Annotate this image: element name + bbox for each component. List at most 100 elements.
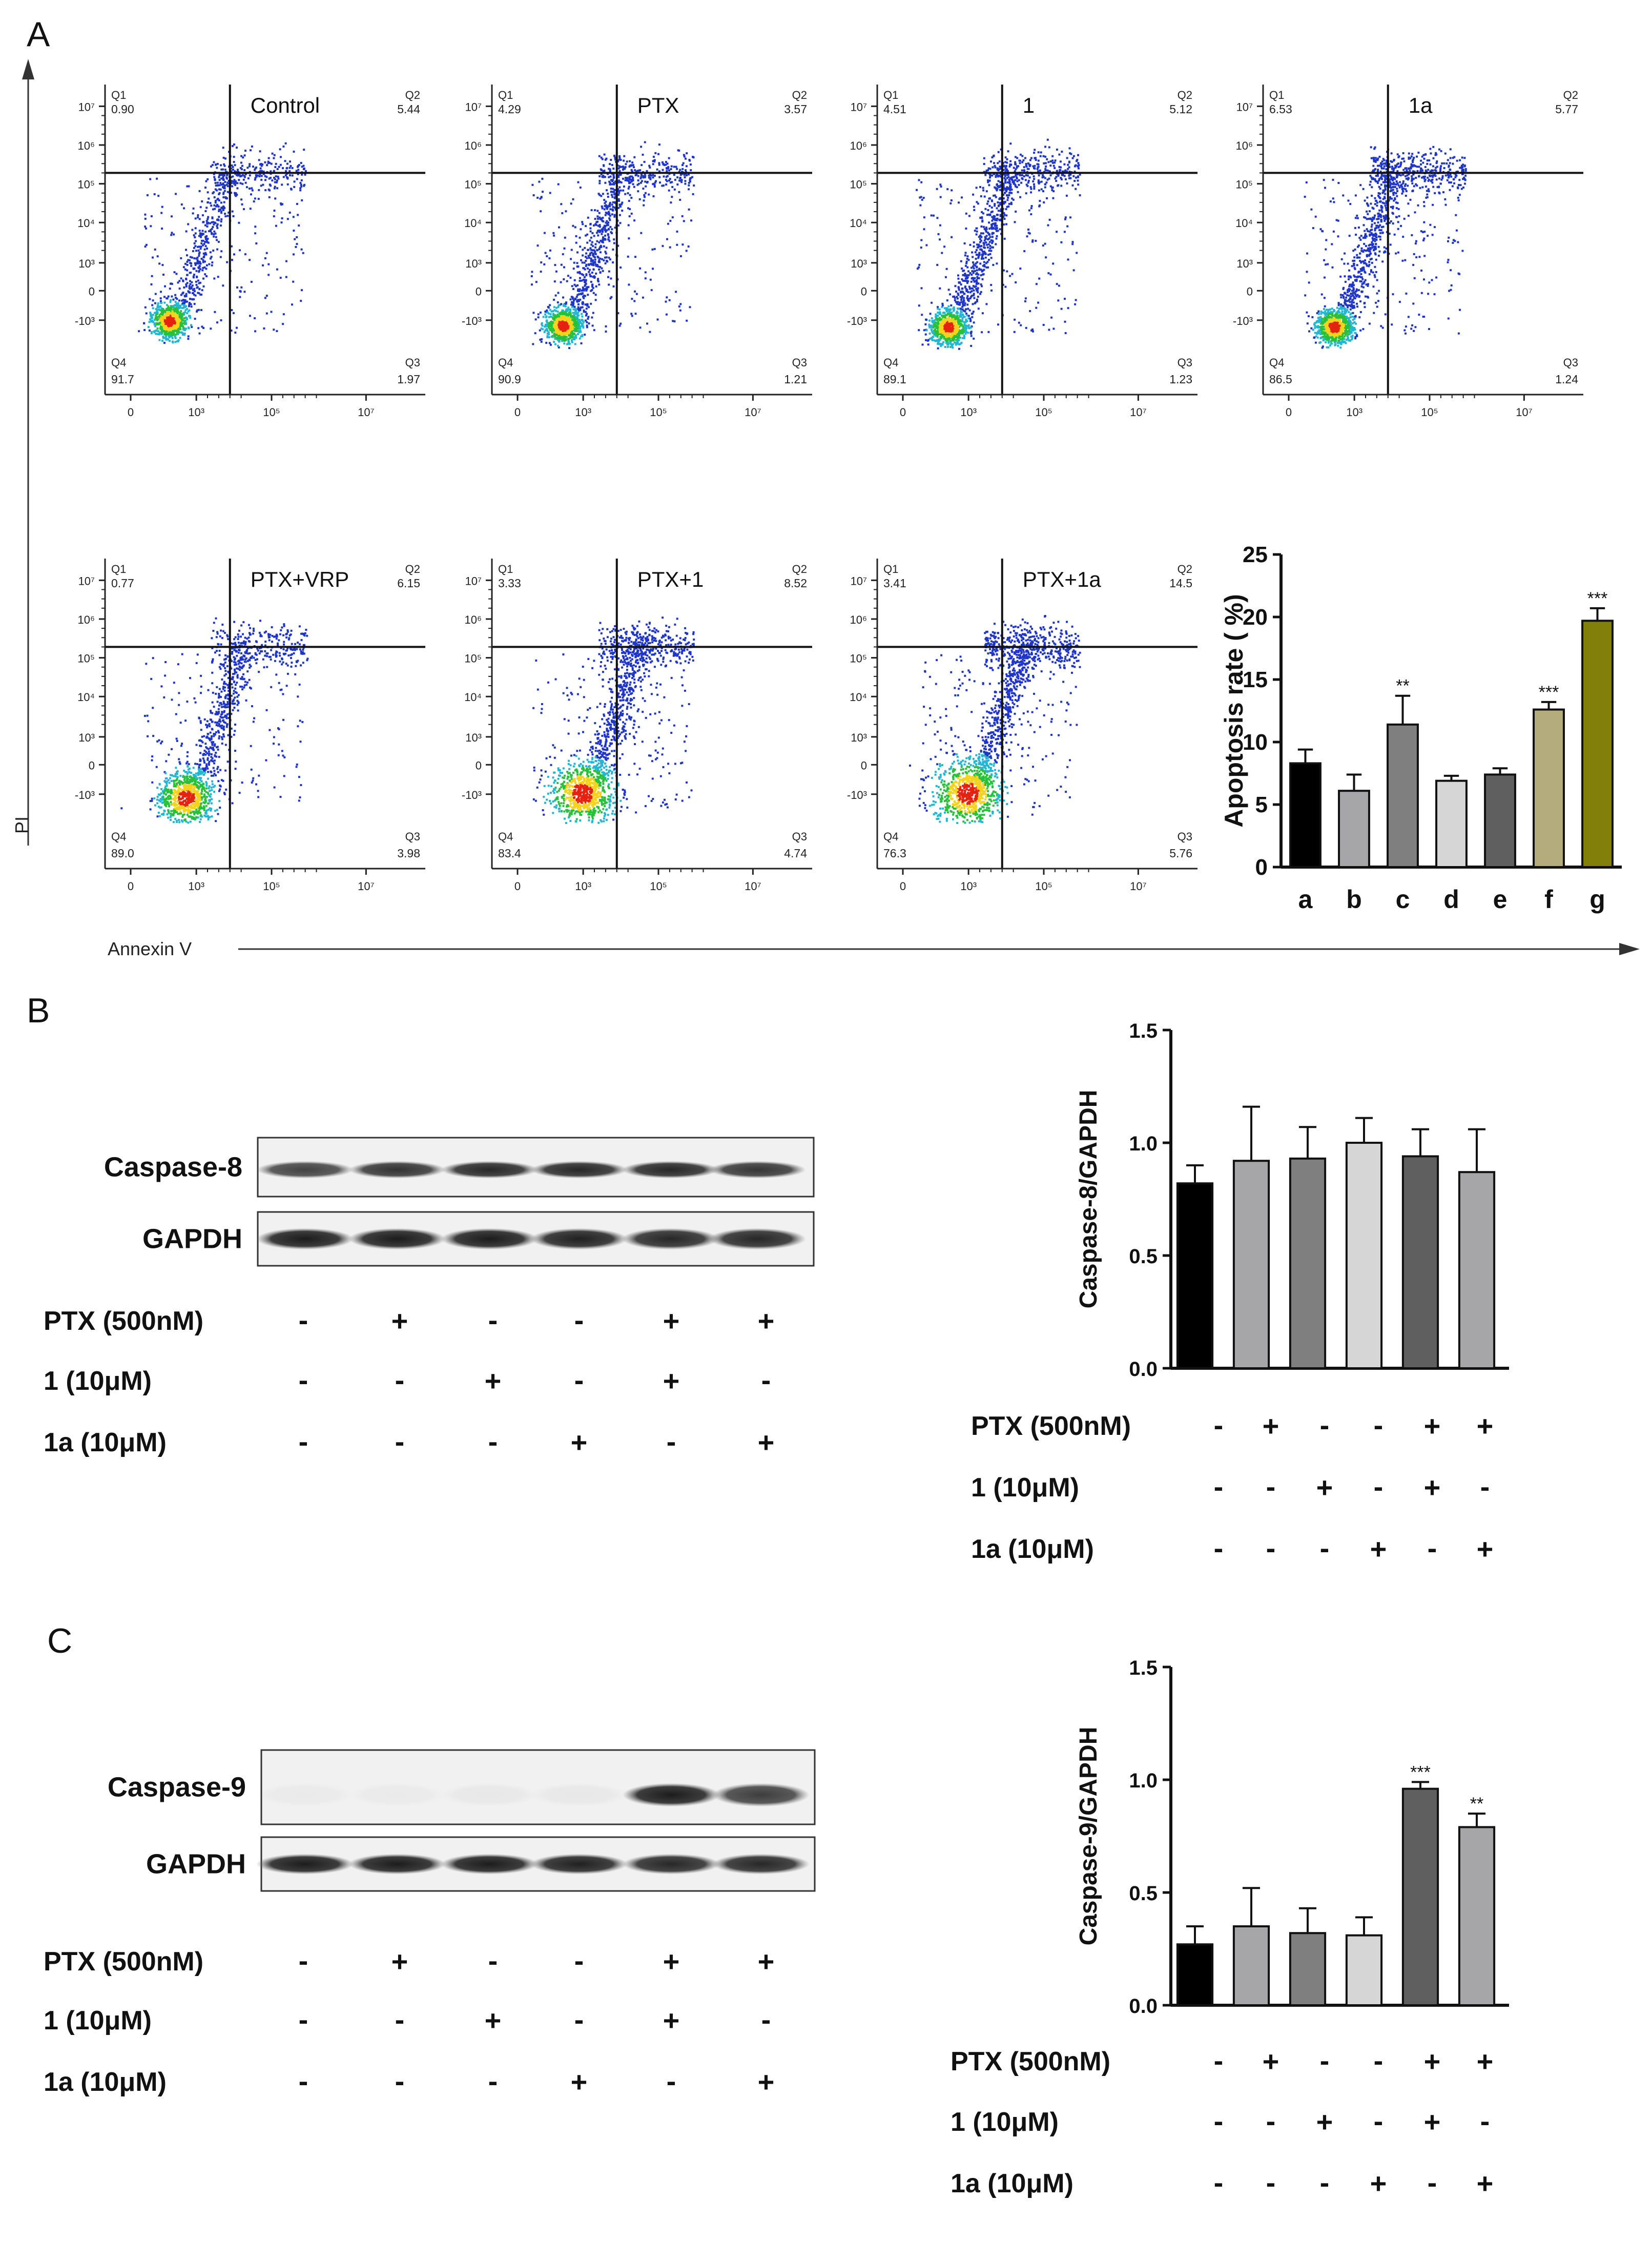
flow-dot [540, 271, 542, 273]
flow-dot [254, 178, 256, 181]
flow-dot [576, 262, 579, 264]
flow-dot [274, 166, 277, 168]
flow-dot [583, 261, 586, 264]
flow-scatter [138, 142, 307, 344]
flow-dot [940, 345, 942, 347]
flow-dot [956, 315, 959, 317]
flow-dot [947, 335, 949, 338]
flow-dot [997, 210, 1000, 212]
flow-dot [598, 259, 601, 261]
flow-dot [228, 211, 230, 214]
flow-dot [609, 219, 611, 221]
flow-dot [195, 280, 197, 283]
flow-dot [580, 228, 582, 231]
flow-dot [183, 207, 185, 210]
flow-dot [637, 190, 639, 193]
flow-dot [948, 320, 951, 323]
flow-dot [205, 268, 208, 270]
flow-dot [243, 169, 246, 171]
flow-dot [562, 330, 564, 332]
flow-dot [194, 227, 197, 230]
flow-dot [609, 163, 611, 166]
flow-dot [1023, 250, 1026, 253]
flow-dot [652, 174, 654, 176]
flow-dot [200, 258, 203, 260]
flow-dot [210, 229, 212, 231]
flow-dot [213, 204, 216, 207]
flow-dot [560, 303, 563, 305]
flow-dot [930, 214, 933, 217]
flow-dot [1048, 170, 1051, 173]
flow-dot [966, 320, 968, 322]
flow-dot [689, 163, 692, 166]
flow-dot [557, 346, 560, 348]
flow-dot [577, 330, 580, 332]
flow-dot [988, 221, 990, 224]
flow-dot [1016, 167, 1018, 169]
flow-dot [976, 269, 978, 272]
flow-dot [982, 187, 984, 189]
flow-dot [236, 326, 238, 329]
flow-dot [1025, 192, 1027, 195]
flow-dot [275, 162, 277, 165]
flow-dot [623, 186, 625, 188]
flow-dot [588, 271, 590, 273]
flow-dot [573, 338, 576, 341]
flow-dot [558, 226, 560, 229]
flow-dot [286, 176, 288, 179]
flow-dot [1068, 177, 1070, 179]
flow-dot [978, 277, 980, 279]
flow-dot [596, 215, 599, 218]
flow-dot [585, 279, 587, 281]
flow-dot [265, 312, 268, 315]
flow-dot [663, 164, 666, 167]
flow-dot [219, 188, 222, 191]
flow-dot [220, 168, 223, 171]
flow-dot [163, 337, 166, 339]
flow-dot [632, 176, 634, 179]
flow-dot [1038, 182, 1040, 184]
flow-dot [949, 308, 952, 311]
flow-dot [964, 274, 966, 277]
flow-dot [570, 202, 572, 205]
flow-y-tick-label: 10³ [78, 257, 95, 270]
flow-dot [941, 322, 943, 325]
flow-dot [189, 317, 192, 319]
flow-dot [599, 229, 602, 232]
flow-dot [979, 186, 981, 188]
flow-dot [549, 329, 552, 331]
flow-dot [207, 241, 210, 244]
flow-dot [291, 174, 294, 177]
annexin-axis-label: Annexin V [108, 938, 192, 959]
flow-dot [548, 257, 551, 260]
flow-dot [222, 193, 224, 195]
flow-dot [174, 341, 177, 343]
flow-dot [601, 267, 603, 270]
flow-dot [560, 326, 562, 328]
flow-dot [564, 335, 566, 337]
flow-dot [162, 329, 164, 332]
flow-dot [196, 286, 198, 289]
flow-dot [531, 283, 533, 286]
flow-dot [1028, 165, 1031, 168]
flow-dot [1004, 167, 1007, 170]
flow-dot [920, 181, 923, 183]
flow-dot [222, 183, 225, 186]
flow-dot [956, 330, 959, 332]
q4-value: 90.9 [498, 373, 521, 386]
flow-dot [186, 312, 189, 315]
flow-dot [599, 251, 602, 254]
flow-dot [941, 321, 944, 323]
flow-dot [1018, 321, 1020, 324]
flow-dot [215, 184, 217, 187]
flow-dot [259, 163, 261, 166]
flow-dot [164, 320, 167, 322]
flow-dot [946, 299, 948, 302]
flow-dot [536, 244, 539, 247]
flow-dot [671, 196, 673, 198]
flow-dot [927, 343, 930, 346]
flow-dot [634, 174, 637, 176]
flow-dot [1046, 169, 1049, 172]
flow-dot [557, 328, 560, 331]
flow-dot [690, 177, 692, 179]
